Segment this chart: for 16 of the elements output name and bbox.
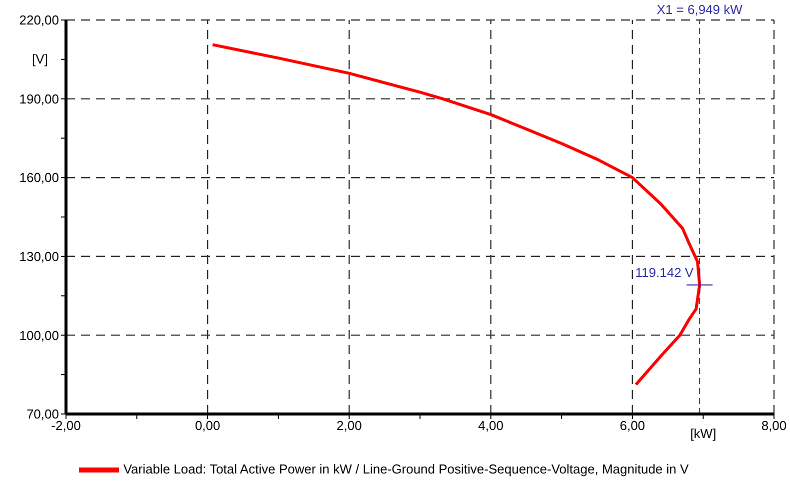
x-tick-label: 4,00 [478,418,504,434]
x-tick-label: 2,00 [336,418,362,434]
y-tick-label: 190,00 [19,91,59,106]
line-series [211,43,702,386]
x-tick-label: 6,00 [620,418,646,434]
y-tick-label: 100,00 [19,328,59,343]
x-axis-title: [kW] [690,426,716,441]
x-tick-label: 0,00 [194,418,220,434]
x-tick-label: 8,00 [761,418,787,434]
ref-line-label: X1 = 6,949 kW [656,2,744,17]
y-axis-title: [V] [32,51,48,66]
y-tick-label: 130,00 [19,249,59,264]
annotation: 119.142 V [635,264,694,280]
legend-label: Variable Load: Total Active Power in kW / Line-Ground Positive-Sequence-Voltage, Magnitude in V [123,461,689,476]
y-tick-label: 160,00 [19,170,59,186]
y-tick-label: 220,00 [19,12,59,28]
